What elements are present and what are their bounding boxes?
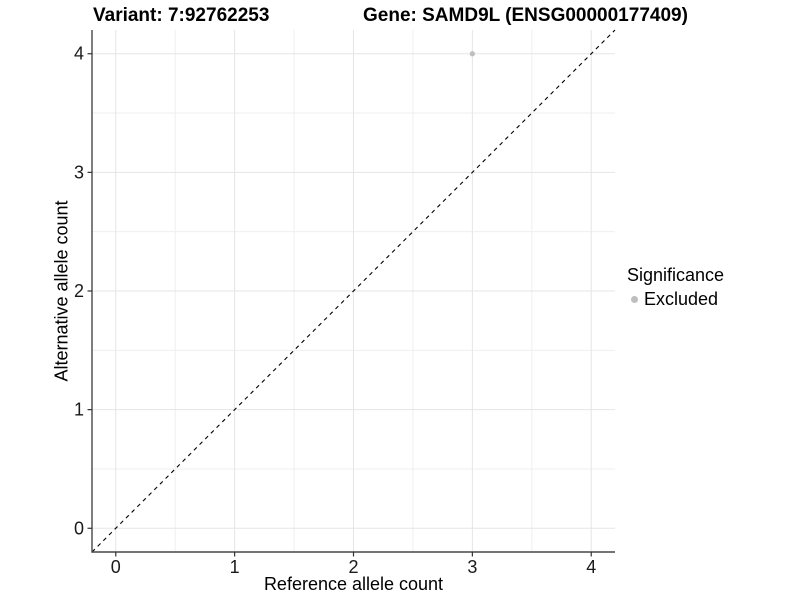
plot-title-variant: Variant: 7:92762253 (93, 5, 270, 26)
x-tick-label: 0 (111, 557, 121, 577)
y-tick-label: 4 (74, 44, 84, 64)
legend-point-icon (631, 296, 638, 303)
data-point (469, 51, 475, 57)
plot-title-gene: Gene: SAMD9L (ENSG00000177409) (363, 5, 688, 26)
y-tick-label: 0 (74, 518, 84, 538)
legend-item-label: Excluded (644, 289, 719, 309)
identity-line (91, 29, 616, 553)
y-tick-label: 3 (74, 162, 84, 182)
y-tick-label: 1 (74, 400, 84, 420)
legend-title: Significance (627, 265, 725, 285)
y-tick-label: 2 (74, 281, 84, 301)
x-tick-label: 3 (467, 557, 477, 577)
x-tick-label: 2 (348, 557, 358, 577)
x-tick-label: 1 (230, 557, 240, 577)
y-axis-title: Alternative allele count (51, 200, 72, 382)
x-axis-title: Reference allele count (263, 574, 444, 594)
legend: Significance Excluded (627, 265, 724, 310)
x-tick-label: 4 (586, 557, 596, 577)
legend-item-excluded: Excluded (627, 289, 724, 310)
